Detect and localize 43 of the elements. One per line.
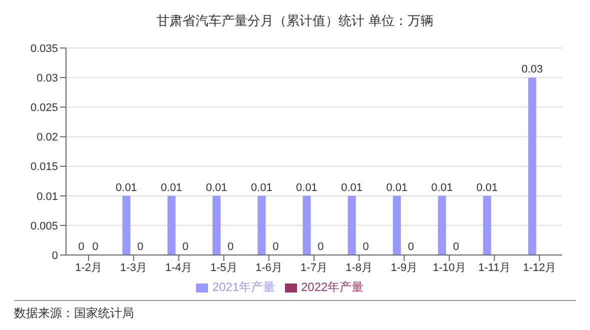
y-tick-label: 0.005 — [30, 220, 58, 232]
data-label: 0.01 — [160, 182, 182, 194]
x-tick-label: 1-6月 — [255, 262, 282, 274]
x-tick-label: 1-4月 — [165, 262, 192, 274]
legend-label: 2021年产量 — [212, 280, 275, 294]
data-label: 0 — [137, 241, 144, 253]
x-tick-label: 1-7月 — [300, 262, 328, 274]
x-tick-label: 1-10月 — [432, 262, 466, 274]
source-note: 数据来源：国家统计局 — [14, 306, 134, 320]
y-tick-label: 0.03 — [36, 72, 58, 84]
data-label: 0.01 — [250, 182, 272, 194]
data-label: 0 — [362, 241, 369, 253]
x-tick-label: 1-5月 — [210, 262, 238, 274]
x-tick-label: 1-2月 — [75, 262, 102, 274]
data-label: 0 — [408, 241, 414, 253]
data-label: 0 — [182, 241, 189, 253]
y-tick-label: 0.01 — [36, 190, 58, 203]
x-tick-label: 1-3月 — [120, 262, 148, 274]
data-label: 0.03 — [521, 64, 543, 76]
data-label: 0.01 — [386, 182, 408, 194]
y-tick-label: 0 — [52, 250, 58, 262]
x-tick-label: 1-11月 — [478, 262, 510, 274]
legend-label: 2022年产量 — [301, 280, 364, 294]
data-label: 0 — [227, 241, 234, 253]
data-label: 0.01 — [296, 182, 318, 194]
data-label: 0.01 — [431, 182, 453, 194]
data-label: 0 — [452, 241, 460, 253]
data-label: 0 — [318, 241, 324, 253]
x-tick-label: 1-9月 — [390, 262, 418, 274]
y-tick-label: 0.02 — [36, 132, 58, 144]
chart-title: 甘肃省汽车产量分月（累计值）统计 单位：万辆 — [156, 12, 434, 30]
x-tick-label: 1-12月 — [522, 262, 556, 274]
y-tick-label: 0.035 — [30, 42, 58, 55]
data-label: 0.01 — [206, 182, 228, 194]
y-tick-label: 0.025 — [30, 102, 58, 114]
data-label: 0 — [272, 241, 279, 253]
y-tick-label: 0.015 — [30, 161, 58, 174]
data-label: 0.01 — [476, 182, 498, 194]
x-tick-label: 1-8月 — [346, 262, 373, 274]
data-label: 0.01 — [341, 182, 363, 194]
data-label: 0.01 — [116, 182, 138, 194]
data-label: 0 — [78, 241, 84, 253]
data-label: 0 — [92, 241, 98, 253]
